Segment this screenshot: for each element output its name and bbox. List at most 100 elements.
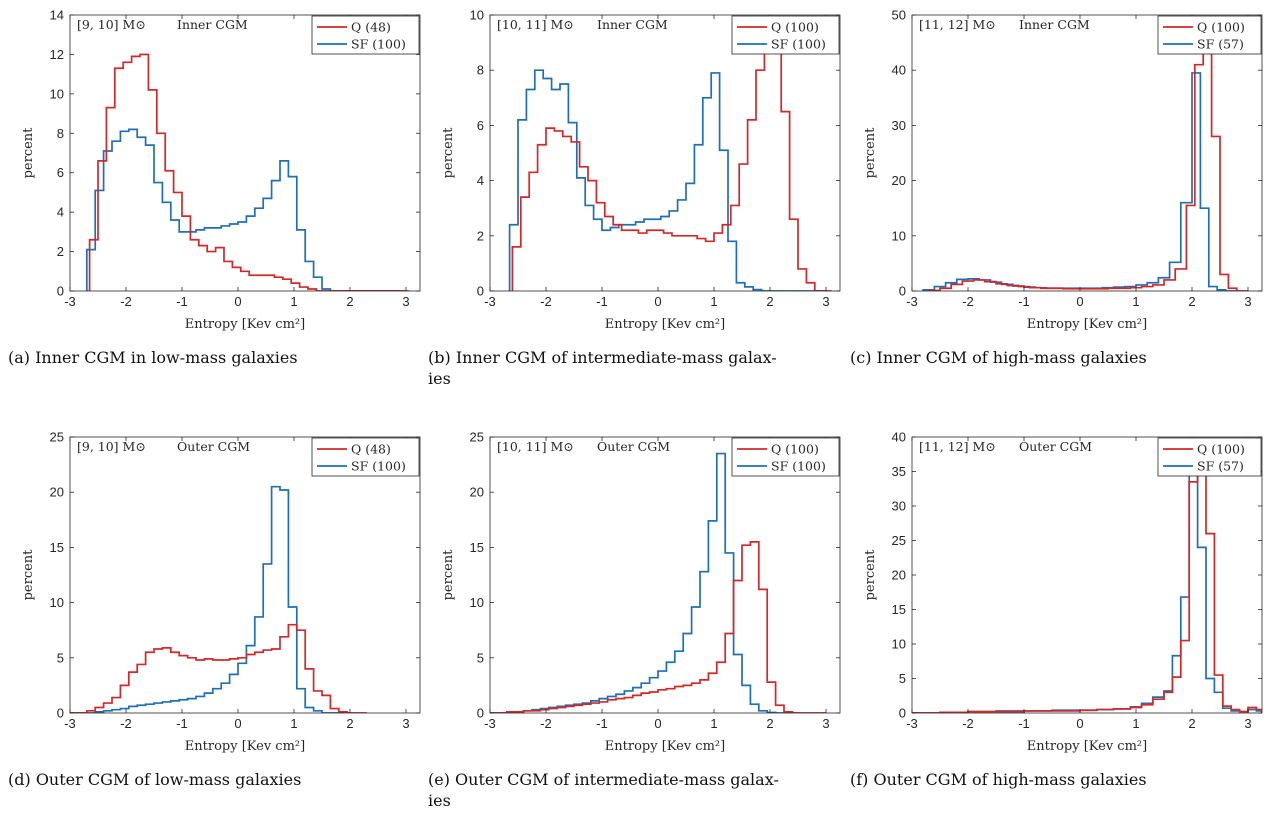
- legend-label-q: Q (100): [771, 20, 819, 35]
- annotation-cgm-region: Outer CGM: [597, 439, 670, 454]
- series-line-q: [70, 623, 367, 713]
- x-tick-label: 2: [1188, 294, 1195, 309]
- series-line-sf: [490, 452, 798, 713]
- legend: Q (48) SF (100): [311, 437, 420, 477]
- x-tick-label: 2: [346, 716, 353, 731]
- x-axis-label: Entropy [Kev cm²]: [605, 317, 725, 332]
- x-tick-label: -1: [1018, 294, 1030, 309]
- x-tick-label: 2: [766, 716, 773, 731]
- legend: Q (100) SF (57): [1157, 437, 1262, 477]
- y-axis-label: percent: [863, 549, 878, 601]
- y-tick-label: 20: [470, 485, 484, 500]
- y-tick-label: 12: [50, 47, 64, 62]
- x-tick-label: -2: [120, 294, 132, 309]
- series-line-sf: [922, 72, 1237, 291]
- x-tick-label: 0: [234, 294, 241, 309]
- legend-label-sf: SF (100): [351, 459, 406, 474]
- annotation-cgm-region: Inner CGM: [597, 17, 668, 32]
- x-tick-label: -1: [176, 294, 188, 309]
- legend-label-q: Q (100): [1197, 442, 1245, 457]
- annotation-mass-range: [9, 10] M⊙: [77, 439, 146, 454]
- y-tick-label: 0: [477, 284, 484, 299]
- y-tick-label: 35: [892, 464, 906, 479]
- x-tick-label: 1: [710, 294, 717, 309]
- annotation-cgm-region: Outer CGM: [1019, 439, 1092, 454]
- x-tick-label: 1: [1132, 716, 1139, 731]
- x-tick-label: -2: [540, 294, 552, 309]
- series-line-sf: [508, 69, 829, 291]
- axes-box: [69, 14, 421, 292]
- subfigure-caption: (b) Inner CGM of intermediate-mass galax…: [428, 348, 777, 367]
- x-tick-label: 2: [766, 294, 773, 309]
- y-tick-label: 4: [57, 205, 64, 220]
- x-tick-label: 0: [654, 716, 661, 731]
- y-tick-label: 30: [892, 118, 906, 133]
- x-tick-label: 2: [346, 294, 353, 309]
- y-tick-label: 20: [892, 173, 906, 188]
- y-tick-label: 10: [892, 637, 906, 652]
- y-tick-label: 10: [50, 86, 64, 101]
- x-tick-label: -3: [64, 294, 76, 309]
- legend-label-sf: SF (100): [771, 459, 826, 474]
- x-tick-label: 3: [1244, 294, 1251, 309]
- subfigure-caption: ies: [428, 791, 451, 810]
- x-tick-label: 0: [234, 716, 241, 731]
- x-tick-label: -3: [64, 716, 76, 731]
- axes-box: [911, 436, 1263, 714]
- legend-label-sf: SF (57): [1197, 37, 1244, 52]
- x-tick-label: -2: [120, 716, 132, 731]
- x-axis-label: Entropy [Kev cm²]: [1027, 739, 1147, 754]
- series-line-sf: [70, 485, 350, 713]
- subfigure-caption: ies: [428, 369, 451, 388]
- legend-label-q: Q (100): [1197, 20, 1245, 35]
- x-tick-label: 0: [654, 294, 661, 309]
- x-tick-label: -1: [176, 716, 188, 731]
- legend-box: [1157, 15, 1262, 55]
- x-tick-label: -3: [484, 294, 496, 309]
- y-tick-label: 4: [477, 173, 484, 188]
- y-tick-label: 5: [57, 650, 64, 665]
- chart-panel-d: -3 -2 -1 0 1 2 3 0 5 10 15 20 25 Entropy [Kev cm²] per…: [8, 430, 421, 789]
- y-tick-label: 0: [899, 284, 906, 299]
- x-tick-label: 1: [710, 716, 717, 731]
- series-line-q: [912, 463, 1262, 713]
- y-tick-label: 25: [470, 430, 484, 445]
- subfigure-caption: (c) Inner CGM of high-mass galaxies: [850, 348, 1147, 367]
- x-tick-label: 3: [1244, 716, 1251, 731]
- y-tick-label: 10: [892, 228, 906, 243]
- x-tick-label: -2: [540, 716, 552, 731]
- annotation-cgm-region: Outer CGM: [177, 439, 250, 454]
- annotation-mass-range: [10, 11] M⊙: [497, 439, 574, 454]
- x-tick-label: -3: [906, 294, 918, 309]
- axes-box: [69, 436, 421, 714]
- legend-box: [311, 15, 420, 55]
- y-axis-label: percent: [21, 549, 36, 601]
- legend-label-sf: SF (57): [1197, 459, 1244, 474]
- y-tick-label: 40: [892, 430, 906, 445]
- y-axis-label: percent: [863, 127, 878, 179]
- y-tick-label: 14: [50, 8, 64, 23]
- x-tick-label: -1: [596, 716, 608, 731]
- y-tick-label: 40: [892, 63, 906, 78]
- x-tick-label: 0: [1076, 716, 1083, 731]
- y-tick-label: 10: [470, 595, 484, 610]
- y-tick-label: 15: [892, 602, 906, 617]
- annotation-cgm-region: Inner CGM: [177, 17, 248, 32]
- axes-box: [489, 14, 841, 292]
- x-axis-label: Entropy [Kev cm²]: [185, 739, 305, 754]
- y-tick-label: 0: [477, 706, 484, 721]
- subfigure-caption: (e) Outer CGM of intermediate-mass galax…: [428, 770, 779, 789]
- x-tick-label: -2: [962, 716, 974, 731]
- y-tick-label: 25: [50, 430, 64, 445]
- y-tick-label: 10: [470, 8, 484, 23]
- chart-panel-e: -3 -2 -1 0 1 2 3 0 5 10 15 20 25 Entropy [Kev cm²] per…: [428, 430, 841, 810]
- series-line-sf: [912, 449, 1262, 713]
- y-tick-label: 0: [57, 706, 64, 721]
- x-tick-label: -3: [484, 716, 496, 731]
- subfigure-caption: (a) Inner CGM in low-mass galaxies: [8, 348, 298, 367]
- y-axis-label: percent: [21, 127, 36, 179]
- legend-label-q: Q (48): [351, 442, 391, 457]
